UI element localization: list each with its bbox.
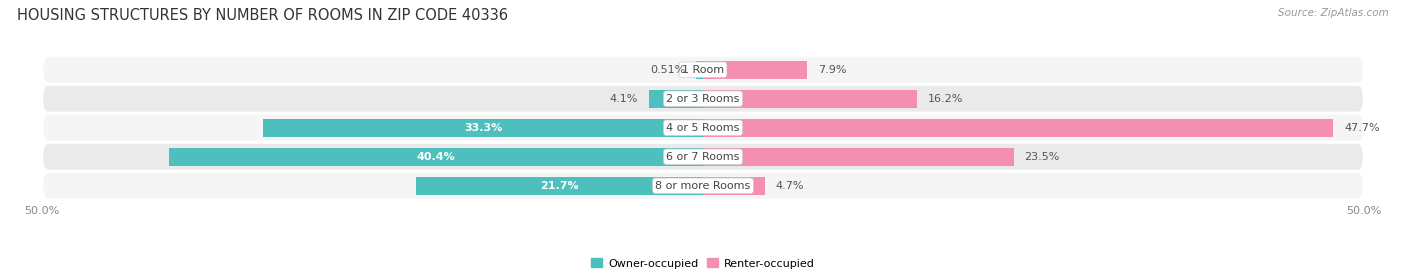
Text: HOUSING STRUCTURES BY NUMBER OF ROOMS IN ZIP CODE 40336: HOUSING STRUCTURES BY NUMBER OF ROOMS IN… — [17, 8, 508, 23]
Bar — [169, 148, 703, 166]
Text: 40.4%: 40.4% — [416, 152, 456, 162]
FancyBboxPatch shape — [42, 114, 1364, 142]
Text: 0.51%: 0.51% — [651, 65, 686, 75]
Bar — [263, 119, 703, 137]
Bar — [703, 177, 765, 195]
Text: 6 or 7 Rooms: 6 or 7 Rooms — [666, 152, 740, 162]
FancyBboxPatch shape — [42, 56, 1364, 84]
Text: 33.3%: 33.3% — [464, 123, 502, 133]
Text: 4.1%: 4.1% — [610, 94, 638, 104]
Legend: Owner-occupied, Renter-occupied: Owner-occupied, Renter-occupied — [586, 254, 820, 269]
Bar — [703, 90, 917, 108]
Bar — [703, 119, 1333, 137]
Bar — [696, 61, 703, 79]
Bar — [703, 61, 807, 79]
Text: Source: ZipAtlas.com: Source: ZipAtlas.com — [1278, 8, 1389, 18]
Bar — [703, 148, 1014, 166]
Text: 2 or 3 Rooms: 2 or 3 Rooms — [666, 94, 740, 104]
Text: 4.7%: 4.7% — [776, 181, 804, 191]
Text: 7.9%: 7.9% — [818, 65, 846, 75]
Bar — [648, 90, 703, 108]
FancyBboxPatch shape — [42, 85, 1364, 113]
Text: 47.7%: 47.7% — [1344, 123, 1379, 133]
Bar — [416, 177, 703, 195]
FancyBboxPatch shape — [42, 143, 1364, 171]
FancyBboxPatch shape — [42, 172, 1364, 200]
Text: 16.2%: 16.2% — [928, 94, 963, 104]
Text: 1 Room: 1 Room — [682, 65, 724, 75]
Text: 4 or 5 Rooms: 4 or 5 Rooms — [666, 123, 740, 133]
Text: 23.5%: 23.5% — [1024, 152, 1060, 162]
Text: 8 or more Rooms: 8 or more Rooms — [655, 181, 751, 191]
Text: 21.7%: 21.7% — [540, 181, 579, 191]
